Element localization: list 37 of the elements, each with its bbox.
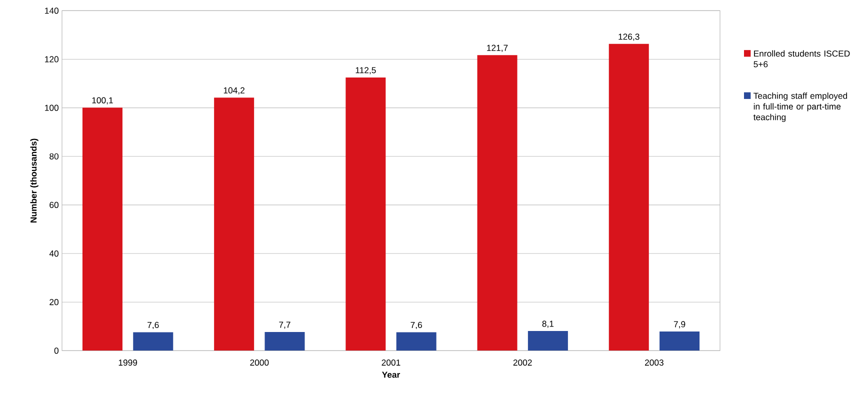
y-tick-label: 0	[54, 348, 58, 354]
y-tick-label: 100	[45, 104, 58, 111]
legend-label: Enrolled students ISCED 5+6	[754, 50, 850, 68]
bar	[396, 332, 436, 351]
y-tick-label: 120	[45, 56, 58, 62]
x-axis-title: Year	[382, 372, 400, 378]
bar	[264, 332, 305, 351]
data-label: 7,6	[148, 322, 159, 330]
bar	[82, 108, 122, 351]
y-tick-label: 20	[50, 299, 58, 306]
bar	[608, 44, 649, 351]
y-axis-title: Number (thousands)	[30, 138, 38, 222]
data-label: 8,1	[542, 320, 554, 328]
data-label: 7,7	[279, 322, 290, 329]
data-label: 112,5	[356, 67, 376, 74]
data-label: 100,1	[92, 97, 113, 104]
legend-label: Teaching staff employed in full-time or part-time teaching	[753, 92, 848, 122]
y-tick-label: 40	[49, 250, 58, 257]
x-tick-label: 2000	[250, 360, 269, 366]
data-label: 126,3	[618, 34, 640, 41]
data-label: 7,9	[674, 321, 686, 328]
bar	[346, 77, 386, 351]
bar	[528, 330, 568, 351]
data-label: 7,6	[410, 322, 422, 330]
x-tick-label: 2001	[382, 360, 400, 366]
bar	[133, 332, 174, 351]
x-tick-label: 2002	[513, 360, 532, 366]
bar	[214, 98, 254, 351]
x-tick-label: 1999	[118, 360, 138, 366]
data-label: 121,7	[487, 44, 508, 52]
x-tick-label: 2003	[645, 360, 664, 366]
bar	[477, 55, 518, 351]
y-tick-label: 80	[50, 153, 58, 160]
data-label: 104,2	[224, 87, 244, 94]
y-tick-label: 140	[45, 8, 58, 14]
bar	[660, 331, 700, 351]
y-tick-label: 60	[50, 202, 58, 208]
